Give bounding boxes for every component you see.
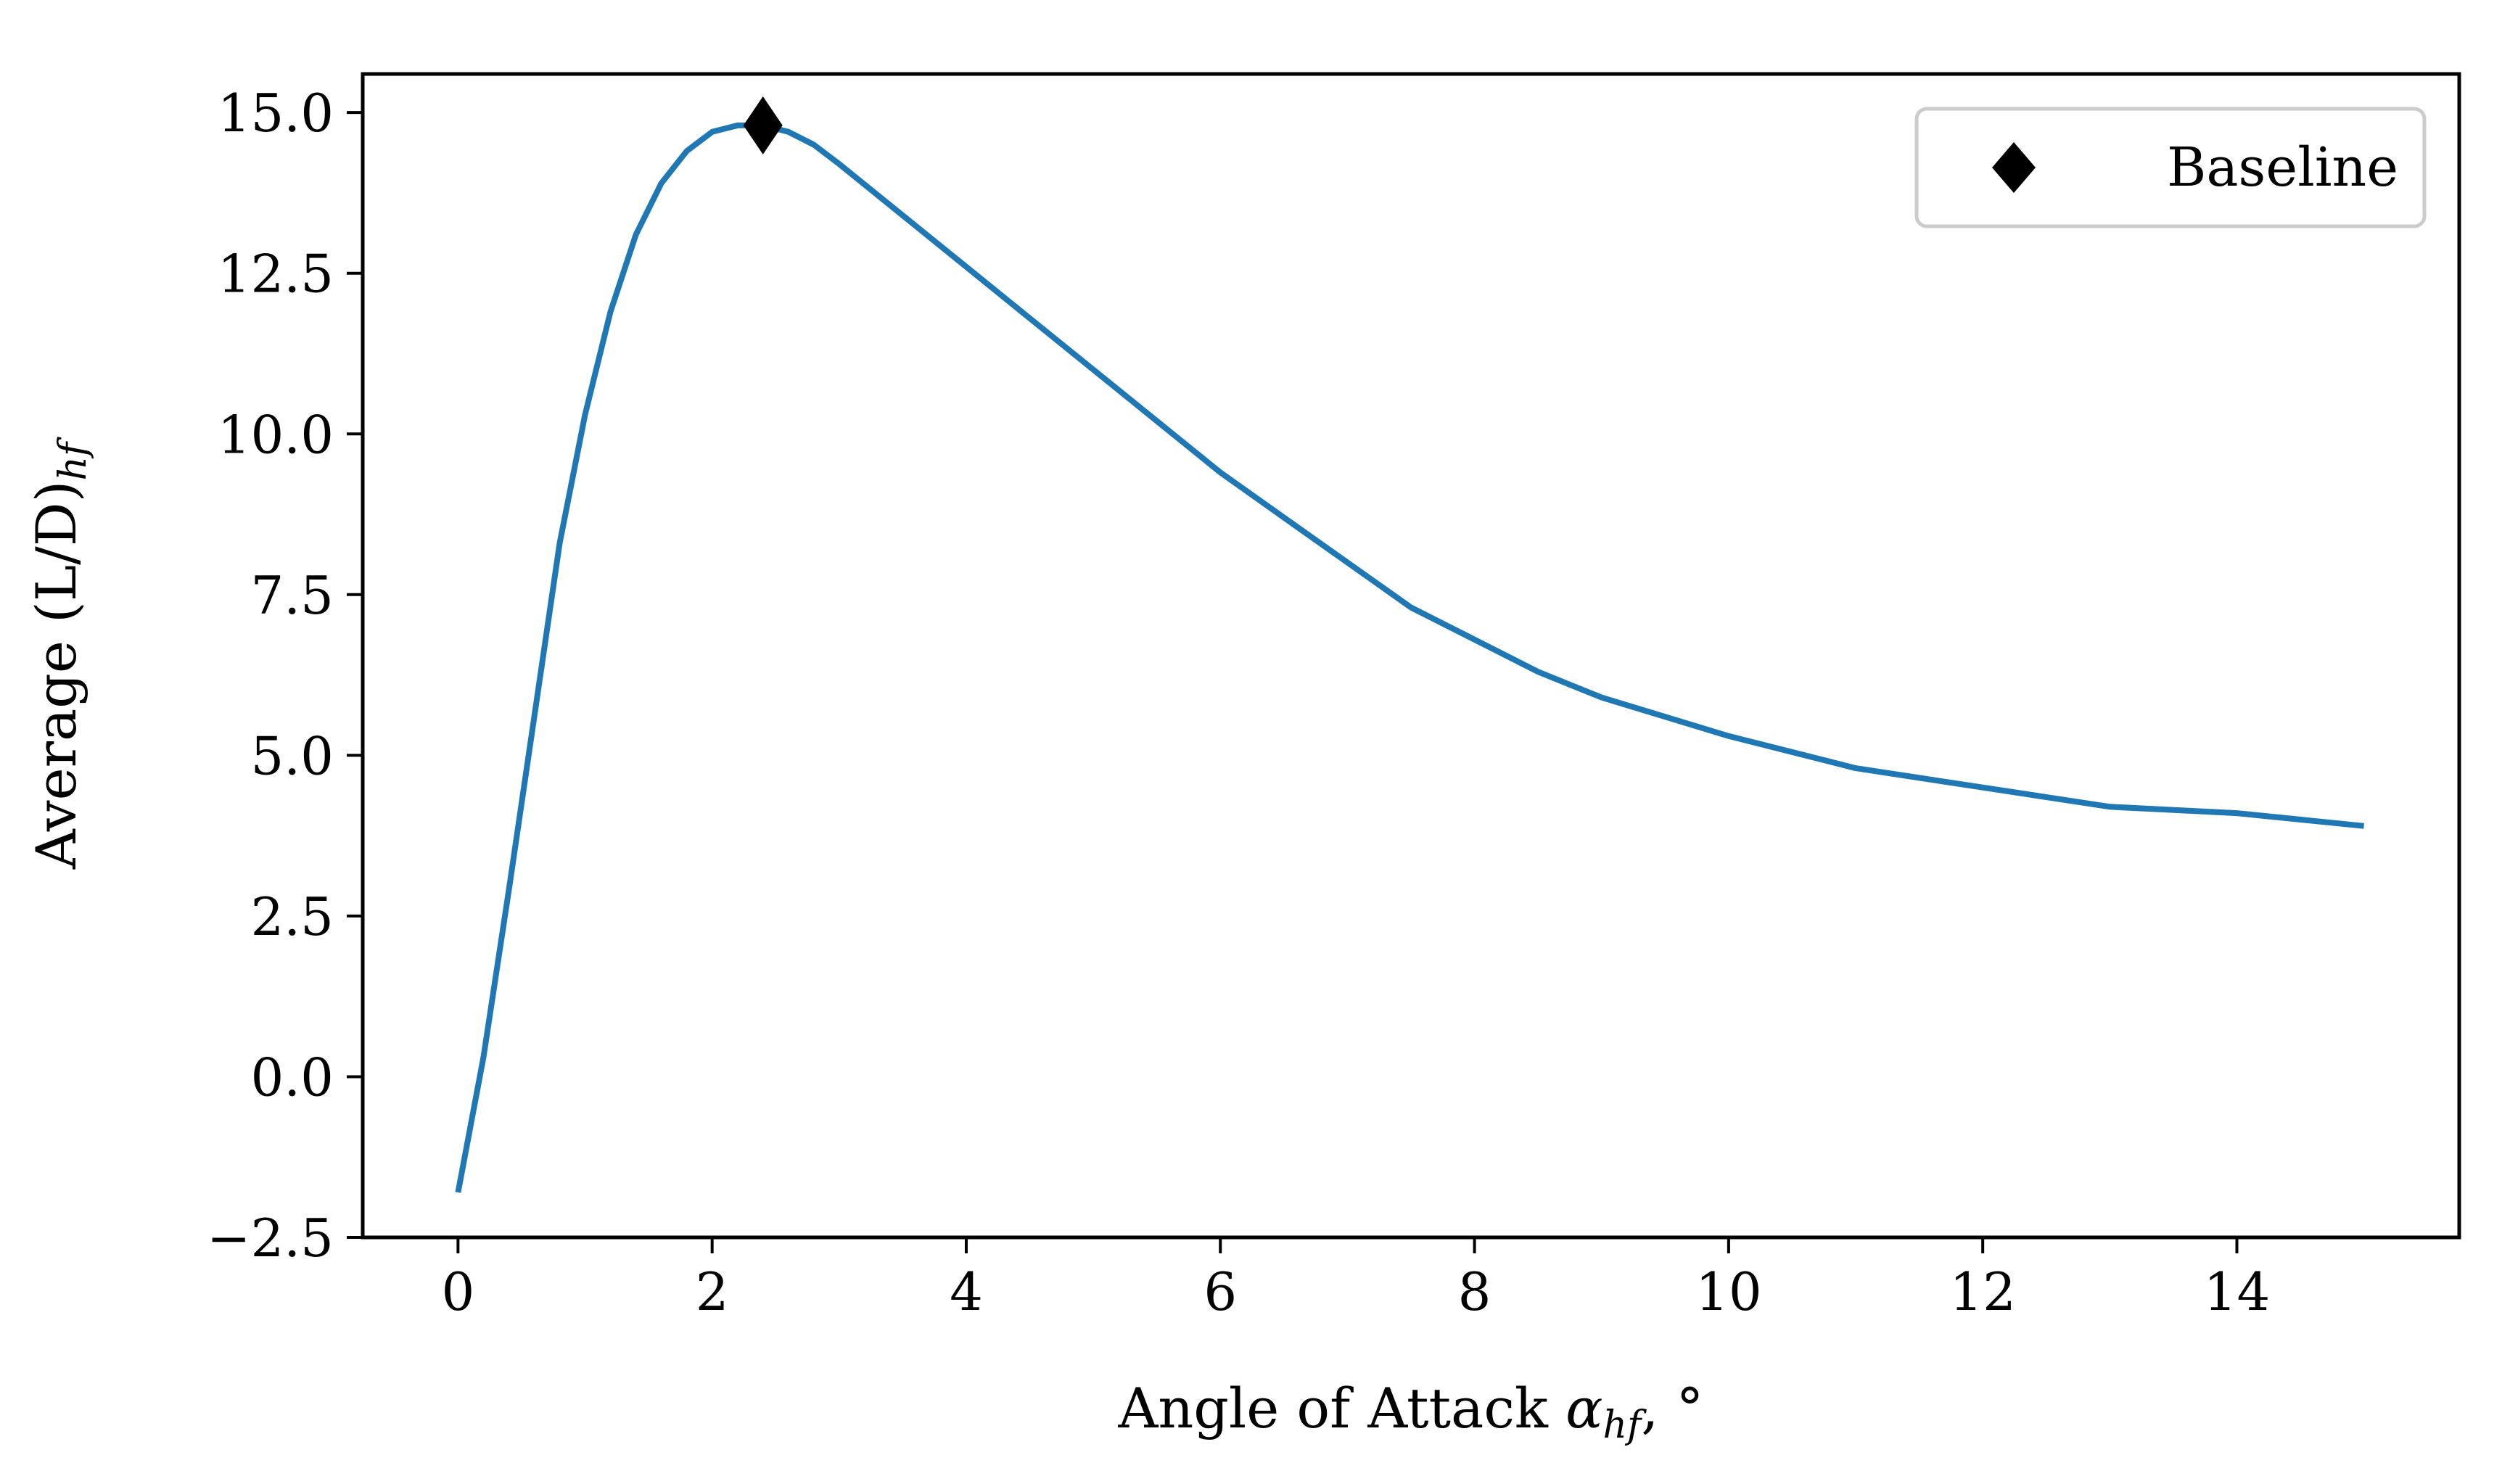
y-tick-label: 15.0 [218,83,334,144]
y-tick-label: 10.0 [218,404,334,465]
x-tick-label: 4 [950,1261,983,1322]
x-tick-label: 12 [1949,1261,2016,1322]
x-tick-label: 8 [1458,1261,1491,1322]
plot-frame [361,72,2461,1240]
x-tick-label: 10 [1695,1261,1762,1322]
x-axis-ticks: 0 2 4 6 8 10 12 14 [441,1237,2270,1322]
y-axis-label: Average (L/D)hf [24,437,95,870]
y-tick-label: 0.0 [250,1047,334,1108]
y-tick-label: 12.5 [218,244,334,305]
line-layer [455,122,2365,1193]
x-tick-label: 6 [1203,1261,1237,1322]
y-tick-label: −2.5 [207,1208,334,1269]
legend-label-baseline: Baseline [2167,136,2398,199]
y-tick-label: 7.5 [250,565,334,626]
baseline-point [743,96,783,154]
x-axis-label: Angle of Attack αhf, ° [1117,1376,1703,1447]
x-tick-label: 2 [696,1261,729,1322]
legend-diamond-icon [1992,142,2036,193]
legend-box [1914,107,2427,228]
marker-layer [743,96,783,154]
y-tick-label: 2.5 [250,886,334,947]
y-axis-ticks: −2.5 0.0 2.5 5.0 7.5 10.0 12.5 15.0 [207,83,363,1269]
x-tick-label: 0 [441,1261,474,1322]
y-tick-label: 5.0 [250,725,334,786]
x-tick-label: 14 [2204,1261,2271,1322]
legend: Baseline [1914,107,2427,228]
series-line [455,122,2365,1193]
